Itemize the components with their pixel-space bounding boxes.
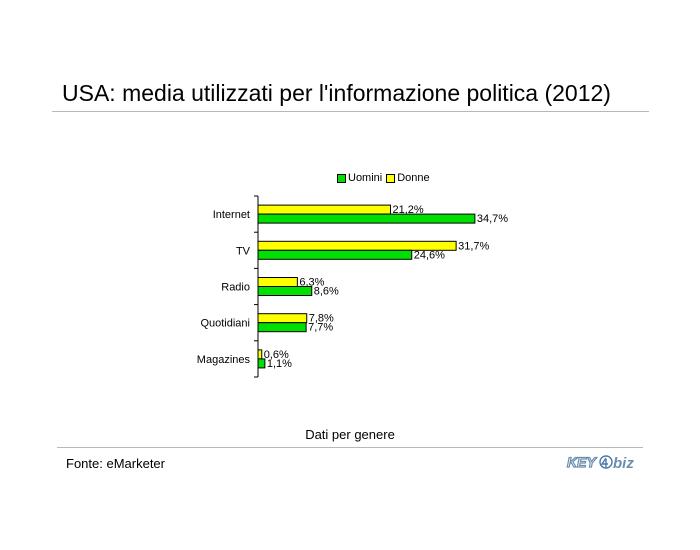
bar-donne: [257, 277, 298, 287]
logo-biz-text: biz: [613, 455, 634, 472]
data-label: 6,3%: [299, 277, 324, 289]
data-label: 0,6%: [264, 349, 289, 361]
legend-entry-donne: Donne: [386, 172, 430, 184]
category-label: Radio: [221, 282, 250, 294]
legend-label-uomini: Uomini: [348, 172, 383, 184]
data-label: 21,2%: [393, 204, 424, 216]
data-label: 8,6%: [314, 286, 339, 298]
legend-entry-uomini: Uomini: [337, 172, 382, 184]
category-label: Quotidiani: [200, 318, 250, 330]
bar-donne: [257, 349, 263, 360]
data-label: 34,7%: [477, 213, 508, 225]
bar-donne: [257, 313, 308, 324]
legend-swatch-donne: [386, 173, 396, 183]
legend-swatch-uomini: [337, 173, 346, 183]
data-label: 7,7%: [308, 322, 333, 334]
legend-label-donne: Donne: [397, 172, 430, 184]
bar-uomini: [257, 286, 313, 296]
page-title: USA: media utilizzati per l'informazione…: [62, 80, 611, 106]
category-label: Internet: [213, 209, 250, 221]
chart-subtitle: Dati per genere: [305, 427, 395, 442]
category-label: TV: [236, 245, 251, 257]
category-label: Magazines: [197, 354, 251, 366]
data-label: 31,7%: [458, 240, 489, 252]
bar-uomini: [257, 358, 266, 369]
source-note: Fonte: eMarketer: [66, 456, 165, 471]
bar-donne: [257, 204, 391, 215]
bar-uomini: [257, 322, 307, 333]
data-label: 1,1%: [267, 358, 292, 370]
bar-uomini: [257, 213, 476, 224]
footer-divider: [57, 447, 643, 448]
bar-uomini: [257, 249, 413, 260]
logo-key-text: KEY: [567, 454, 597, 470]
key4biz-logo: KEY biz: [566, 453, 634, 472]
data-label: 24,6%: [414, 249, 445, 261]
title-divider: [52, 111, 649, 112]
data-label: 7,8%: [309, 313, 334, 325]
chart-legend: Uomini Donne: [337, 172, 434, 184]
